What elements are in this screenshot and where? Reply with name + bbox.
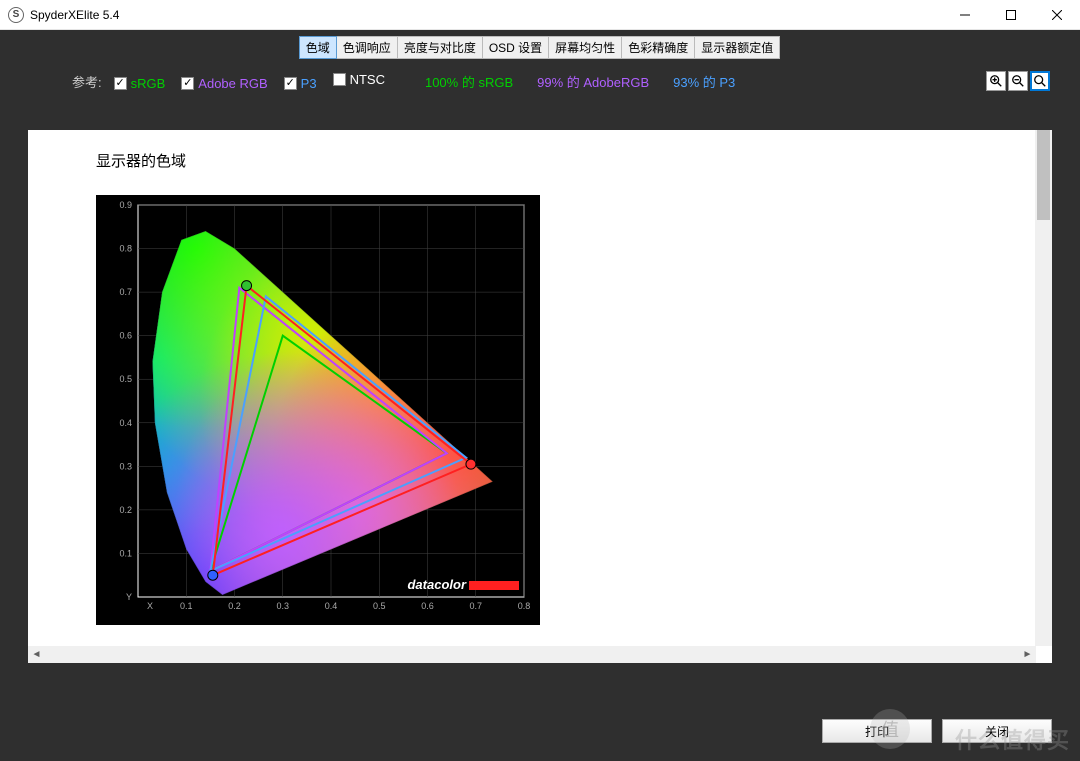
close-dialog-button[interactable]: 关闭 bbox=[942, 719, 1052, 743]
svg-text:Y: Y bbox=[126, 592, 132, 602]
tab-色调响应[interactable]: 色调响应 bbox=[336, 36, 398, 59]
reference-label: 参考: bbox=[72, 72, 102, 91]
svg-text:0.9: 0.9 bbox=[119, 200, 132, 210]
svg-text:0.6: 0.6 bbox=[421, 601, 434, 611]
close-button[interactable] bbox=[1034, 0, 1080, 30]
tab-显示器额定值[interactable]: 显示器额定值 bbox=[694, 36, 780, 59]
scroll-right-icon[interactable]: ► bbox=[1019, 646, 1036, 663]
app-icon: S bbox=[8, 7, 24, 23]
window-controls bbox=[942, 0, 1080, 30]
zoom-in-button[interactable] bbox=[986, 71, 1006, 91]
footer: 打印 关闭 bbox=[822, 719, 1052, 743]
tab-bar: 色域色调响应亮度与对比度OSD 设置屏幕均匀性色彩精确度显示器额定值 bbox=[0, 36, 1080, 59]
svg-text:0.2: 0.2 bbox=[228, 601, 241, 611]
tab-色域[interactable]: 色域 bbox=[299, 36, 337, 59]
svg-text:0.4: 0.4 bbox=[325, 601, 338, 611]
svg-text:0.6: 0.6 bbox=[119, 331, 132, 341]
svg-text:0.4: 0.4 bbox=[119, 418, 132, 428]
gamut-chart: 0.1 0.2 0.3 0.4 0.5 0.6 0.7 0.8 0.1 0.2 0.3 0.4 0.5 0… bbox=[96, 195, 540, 625]
content-panel: 显示器的色域 0.1 0.2 0.3 0.4 0.5 0.6 0.7 0.8 0.1 0.2 0.3… bbox=[28, 130, 1052, 663]
svg-text:0.5: 0.5 bbox=[119, 374, 132, 384]
svg-text:X: X bbox=[147, 601, 153, 611]
svg-text:0.3: 0.3 bbox=[276, 601, 289, 611]
horizontal-scrollbar[interactable]: ◄ ► bbox=[28, 646, 1036, 663]
tab-亮度与对比度[interactable]: 亮度与对比度 bbox=[397, 36, 483, 59]
zoom-fit-button[interactable] bbox=[1030, 71, 1050, 91]
tab-屏幕均匀性[interactable]: 屏幕均匀性 bbox=[548, 36, 622, 59]
svg-text:0.5: 0.5 bbox=[373, 601, 386, 611]
checkbox-ntsc[interactable] bbox=[333, 73, 346, 86]
checkbox-srgb[interactable] bbox=[114, 77, 127, 90]
svg-text:0.7: 0.7 bbox=[119, 287, 132, 297]
svg-text:0.1: 0.1 bbox=[180, 601, 193, 611]
minimize-button[interactable] bbox=[942, 0, 988, 30]
ref-p3[interactable]: P3 bbox=[284, 76, 317, 91]
titlebar: S SpyderXElite 5.4 bbox=[0, 0, 1080, 30]
svg-text:0.7: 0.7 bbox=[469, 601, 482, 611]
app-frame: 色域色调响应亮度与对比度OSD 设置屏幕均匀性色彩精确度显示器额定值 参考: s… bbox=[0, 30, 1080, 761]
maximize-button[interactable] bbox=[988, 0, 1034, 30]
scroll-left-icon[interactable]: ◄ bbox=[28, 646, 45, 663]
tab-OSD 设置[interactable]: OSD 设置 bbox=[482, 36, 549, 59]
svg-text:0.1: 0.1 bbox=[119, 548, 132, 558]
checkbox-p3[interactable] bbox=[284, 77, 297, 90]
zoom-tools bbox=[986, 71, 1050, 91]
ref-ntsc[interactable]: NTSC bbox=[333, 72, 385, 87]
svg-text:0.2: 0.2 bbox=[119, 505, 132, 515]
coverage-srgb: 100% 的 sRGB bbox=[425, 72, 513, 91]
svg-text:0.8: 0.8 bbox=[119, 244, 132, 254]
zoom-out-button[interactable] bbox=[1008, 71, 1028, 91]
svg-text:datacolor: datacolor bbox=[407, 577, 466, 592]
tab-色彩精确度[interactable]: 色彩精确度 bbox=[621, 36, 695, 59]
coverage-p3: 93% 的 P3 bbox=[673, 72, 735, 91]
svg-text:0.3: 0.3 bbox=[119, 461, 132, 471]
ref-argb[interactable]: Adobe RGB bbox=[181, 76, 267, 91]
ref-srgb[interactable]: sRGB bbox=[114, 76, 166, 91]
reference-bar: 参考: sRGB Adobe RGB P3 NTSC 100% 的 sRGB 99% 的… bbox=[0, 67, 1080, 101]
coverage-argb: 99% 的 AdobeRGB bbox=[537, 72, 649, 91]
vertical-scrollbar[interactable] bbox=[1035, 130, 1052, 646]
svg-text:0.8: 0.8 bbox=[518, 601, 531, 611]
checkbox-argb[interactable] bbox=[181, 77, 194, 90]
print-button[interactable]: 打印 bbox=[822, 719, 932, 743]
section-title: 显示器的色域 bbox=[96, 150, 1052, 171]
window-title: SpyderXElite 5.4 bbox=[30, 8, 119, 22]
